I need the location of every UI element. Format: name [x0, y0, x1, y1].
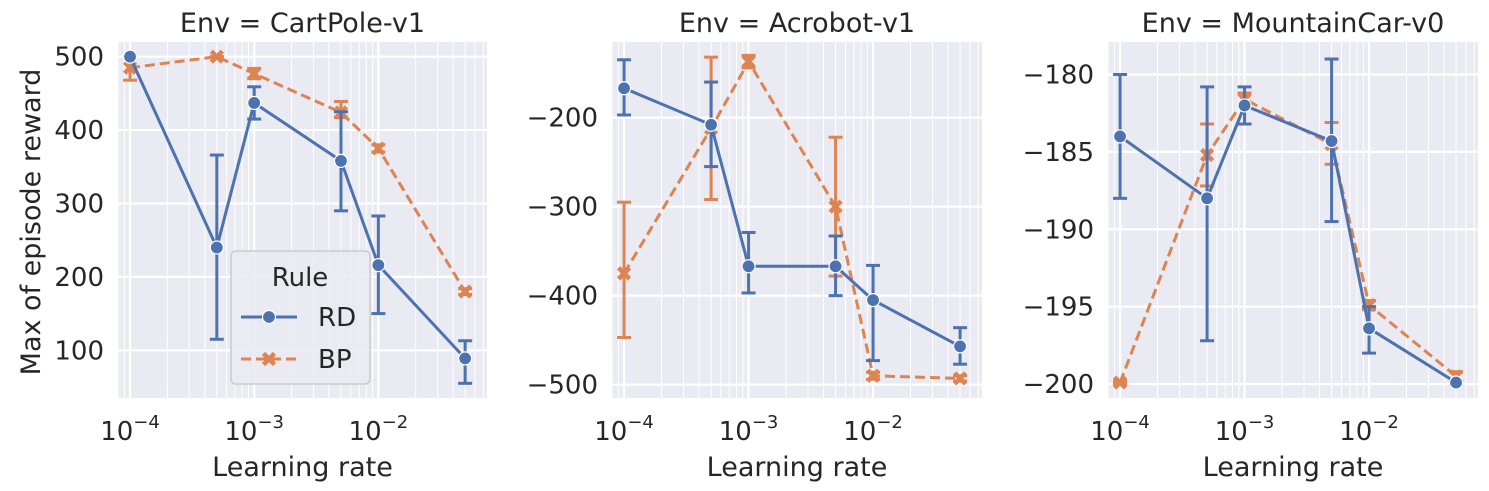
data-point [616, 81, 632, 96]
panel-title: Env = CartPole-v1 [180, 8, 425, 39]
data-point [865, 368, 881, 383]
series-line [129, 55, 467, 293]
data-point [741, 54, 756, 69]
y-tick-label: −185 [1023, 138, 1094, 168]
panel-1: 10−4 10−3 10−2 100 200 300 400 500 Env = CartPol… [54, 8, 487, 483]
x-axis-label: Learning rate [212, 452, 393, 483]
panel-title: Env = Acrobot-v1 [679, 8, 915, 39]
y-tick-label: 500 [54, 43, 104, 73]
y-axis-label: Max of episode reward [16, 69, 47, 376]
data-point [122, 49, 138, 64]
series-line [1119, 103, 1457, 384]
legend-title: Rule [272, 263, 329, 293]
series-rd [122, 49, 473, 385]
legend-item-rd: RD [241, 303, 356, 333]
error-bar [866, 263, 881, 363]
series-line [1118, 97, 1458, 384]
x-tick-label: 10−2 [843, 412, 903, 447]
series-line [128, 56, 467, 360]
y-tick-label: 100 [54, 336, 104, 366]
legend-label: BP [318, 345, 352, 375]
y-tick-label: 400 [54, 116, 104, 146]
y-tick-label: −200 [1023, 370, 1094, 400]
legend-box [230, 250, 371, 385]
data-point [1324, 133, 1339, 149]
legend-item-bp: BP [241, 345, 352, 375]
data-point [1237, 98, 1252, 113]
data-point [616, 266, 632, 281]
data-point [247, 95, 262, 111]
data-point [1448, 375, 1464, 390]
x-axis-label: Learning rate [1203, 452, 1384, 483]
x-tick-label: 10−3 [719, 412, 779, 447]
y-tick-label: −200 [527, 104, 598, 134]
data-point [247, 66, 262, 81]
x-tick-label: 10−4 [594, 412, 654, 447]
panel-2: 10−4 10−3 10−2 −200 −300 −400 −500 Env = Acrobo… [527, 8, 982, 483]
series-line [622, 58, 961, 380]
x-axis-label: Learning rate [707, 452, 888, 483]
y-tick-label: −400 [527, 282, 598, 312]
y-tick-label: −300 [527, 193, 598, 223]
data-point [952, 371, 968, 386]
data-point [865, 293, 881, 308]
series-rd [1112, 57, 1464, 390]
y-tick-label: −195 [1023, 293, 1094, 323]
y-tick-label: 300 [54, 189, 104, 219]
data-point [703, 117, 719, 132]
x-tick-label: 10−4 [100, 412, 160, 447]
data-point [1112, 129, 1128, 144]
y-tick-label: 200 [54, 263, 104, 293]
y-tick-label: −180 [1023, 61, 1094, 91]
data-point [371, 141, 386, 156]
x-tick-label: 10−3 [1215, 412, 1275, 447]
data-point [828, 199, 843, 214]
data-point [1199, 191, 1215, 206]
data-point [333, 153, 349, 169]
data-point [371, 258, 386, 273]
data-point [1361, 321, 1377, 336]
error-bar [617, 200, 632, 339]
x-tick-label: 10−3 [224, 412, 284, 447]
legend-marker [261, 309, 277, 325]
legend: Rule RD BP [230, 250, 371, 385]
series-line [623, 86, 961, 348]
data-point [741, 259, 756, 274]
panel-3: 10−4 10−3 10−2 −180 −185 −190 −195 −200 Env = Mo… [1023, 8, 1478, 483]
data-point [1112, 375, 1128, 390]
data-point [952, 339, 968, 354]
data-point [458, 284, 473, 299]
plot-area [612, 42, 982, 398]
x-tick-label: 10−2 [1339, 412, 1399, 447]
series-rd [616, 58, 968, 366]
panel-title: Env = MountainCar-v0 [1142, 8, 1445, 39]
data-point [209, 49, 224, 64]
legend-marker [261, 351, 277, 367]
y-tick-label: −500 [527, 371, 598, 401]
x-tick-label: 10−4 [1090, 412, 1150, 447]
y-tick-label: −190 [1023, 215, 1094, 245]
data-point [828, 259, 843, 274]
data-point [458, 351, 473, 366]
legend-label: RD [318, 303, 356, 333]
plot-area [1108, 42, 1478, 398]
x-tick-label: 10−2 [349, 412, 409, 447]
error-bar [1200, 85, 1215, 343]
data-point [209, 240, 224, 255]
